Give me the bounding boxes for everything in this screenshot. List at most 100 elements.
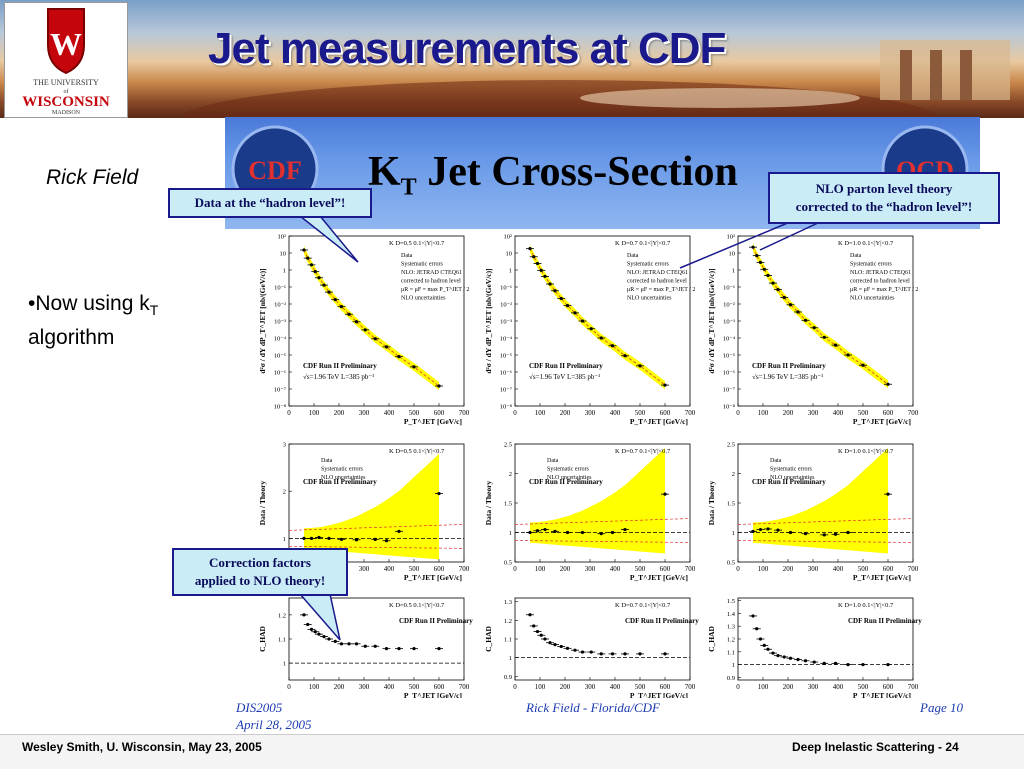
y-tick-label: 10⁻⁷ bbox=[500, 387, 512, 394]
data-point bbox=[322, 283, 326, 287]
y-tick-label: 10⁻¹ bbox=[500, 285, 512, 292]
data-point bbox=[528, 530, 532, 535]
x-tick-label: 300 bbox=[585, 565, 596, 573]
callout-nlo-line2: corrected to the “hadron level”! bbox=[795, 199, 973, 214]
x-tick-label: 600 bbox=[434, 683, 445, 691]
y-tick-label: 1 bbox=[283, 268, 286, 275]
nlo-uncert-lower bbox=[288, 546, 465, 549]
y-tick-label: 1 bbox=[509, 655, 512, 662]
data-point bbox=[782, 655, 786, 659]
x-tick-label: 700 bbox=[685, 565, 696, 573]
corr-callout-pointer bbox=[298, 593, 341, 641]
data-point bbox=[535, 261, 540, 266]
y-tick-label: 10⁻⁶ bbox=[500, 370, 512, 377]
y-tick-label: 2 bbox=[732, 471, 735, 478]
data-point bbox=[373, 644, 377, 648]
y-tick-label: 1.3 bbox=[504, 599, 512, 606]
data-point bbox=[762, 267, 766, 271]
data-point bbox=[822, 335, 826, 339]
data-point bbox=[437, 384, 441, 388]
y-tick-label: 2 bbox=[509, 471, 512, 478]
x-tick-label: 100 bbox=[535, 683, 546, 691]
chart-panel-8 bbox=[737, 597, 914, 681]
data-point bbox=[663, 652, 667, 656]
data-point bbox=[762, 643, 766, 648]
legend-entry: NLO uncertainties bbox=[627, 296, 672, 302]
x-axis-label: P_T^JET [GeV/c] bbox=[853, 573, 911, 582]
y-tick-label: 1 bbox=[732, 662, 735, 669]
data-point bbox=[846, 353, 850, 357]
x-axis-label: P_T^JET [GeV/c] bbox=[853, 691, 911, 698]
data-point bbox=[309, 263, 314, 267]
plots-area: 0 100 200 300 400 500 600 70010⁻⁸10⁻⁷10⁻⁶10⁻⁵10… bbox=[258, 234, 922, 699]
y-tick-label: 10 bbox=[506, 251, 513, 258]
data-point bbox=[553, 642, 557, 647]
data-point bbox=[610, 530, 615, 535]
data-point bbox=[327, 536, 331, 540]
y-tick-label: 10⁻³ bbox=[274, 319, 286, 326]
y-axis-label: d²σ / dY dP_T^JET [nb/(GeV/c)] bbox=[484, 268, 493, 373]
bottom-right-page: Deep Inelastic Scattering - 24 bbox=[792, 740, 959, 754]
data-point bbox=[573, 648, 577, 652]
y-tick-label: 10² bbox=[504, 234, 513, 241]
y-tick-label: 1.5 bbox=[727, 598, 735, 605]
logo-line2: of bbox=[64, 88, 69, 95]
data-point bbox=[886, 492, 890, 496]
data-point bbox=[812, 326, 816, 330]
bottom-left-credit: Wesley Smith, U. Wisconsin, May 23, 2005 bbox=[22, 740, 262, 754]
x-tick-label: 700 bbox=[685, 683, 696, 691]
y-tick-label: 10⁻⁷ bbox=[723, 387, 735, 394]
x-tick-label: 400 bbox=[384, 683, 395, 691]
x-tick-label: 500 bbox=[635, 409, 646, 417]
x-tick-label: 400 bbox=[833, 565, 844, 573]
bullet-sub: T bbox=[149, 302, 159, 319]
nlo-uncert-lower bbox=[737, 540, 914, 543]
x-tick-label: 500 bbox=[409, 565, 420, 573]
y-tick-label: 10² bbox=[278, 234, 287, 241]
nlo-uncert-upper bbox=[288, 524, 465, 531]
y-axis-label: C_HAD bbox=[258, 626, 267, 652]
y-tick-label: 10⁻³ bbox=[500, 319, 512, 326]
data-point bbox=[812, 660, 816, 664]
data-point bbox=[437, 647, 441, 651]
x-tick-label: 700 bbox=[908, 683, 919, 691]
hadron-callout-pointer bbox=[297, 215, 359, 263]
cdf-logo-text: CDF bbox=[248, 156, 301, 185]
y-tick-label: 1.1 bbox=[504, 637, 512, 644]
data-point bbox=[548, 641, 552, 645]
x-tick-label: 200 bbox=[560, 409, 571, 417]
legend-entry: Data bbox=[850, 253, 862, 259]
data-point bbox=[317, 535, 321, 540]
chart-panel-1 bbox=[514, 235, 691, 407]
y-tick-label: 10⁻⁸ bbox=[500, 404, 513, 411]
y-tick-label: 10⁻⁵ bbox=[723, 353, 735, 360]
nlo-curve bbox=[752, 247, 889, 385]
legend-entry: μR = μF = max P_T^JET / 2 bbox=[850, 287, 918, 293]
x-tick-label: 100 bbox=[758, 409, 769, 417]
y-tick-label: 1.2 bbox=[727, 637, 735, 644]
data-point bbox=[397, 647, 401, 651]
x-tick-label: 200 bbox=[783, 409, 794, 417]
chart-annotation: √s=1.96 TeV L=385 pb⁻¹ bbox=[752, 373, 823, 381]
data-point bbox=[384, 345, 389, 349]
chart-annotation: CDF Run II Preliminary bbox=[399, 617, 473, 625]
legend-entry: corrected to hadron level bbox=[401, 279, 461, 285]
data-point bbox=[543, 527, 547, 532]
x-tick-label: 0 bbox=[736, 565, 740, 573]
data-point bbox=[796, 310, 800, 314]
chart-panel-2 bbox=[737, 235, 914, 407]
legend-entry: Systematic errors bbox=[321, 467, 363, 473]
callout-corr-line2: applied to NLO theory! bbox=[194, 573, 326, 588]
y-tick-label: 0.5 bbox=[504, 560, 512, 567]
data-point bbox=[539, 268, 543, 272]
x-tick-label: 600 bbox=[434, 565, 445, 573]
legend-entry: Systematic errors bbox=[547, 467, 589, 473]
data-point bbox=[803, 659, 808, 663]
legend-entry: corrected to hadron level bbox=[627, 279, 687, 285]
x-tick-label: 100 bbox=[309, 683, 320, 691]
x-tick-label: 500 bbox=[409, 409, 420, 417]
x-tick-label: 600 bbox=[883, 409, 894, 417]
x-tick-label: 0 bbox=[513, 409, 517, 417]
logo-line1: THE UNIVERSITY bbox=[33, 78, 99, 87]
